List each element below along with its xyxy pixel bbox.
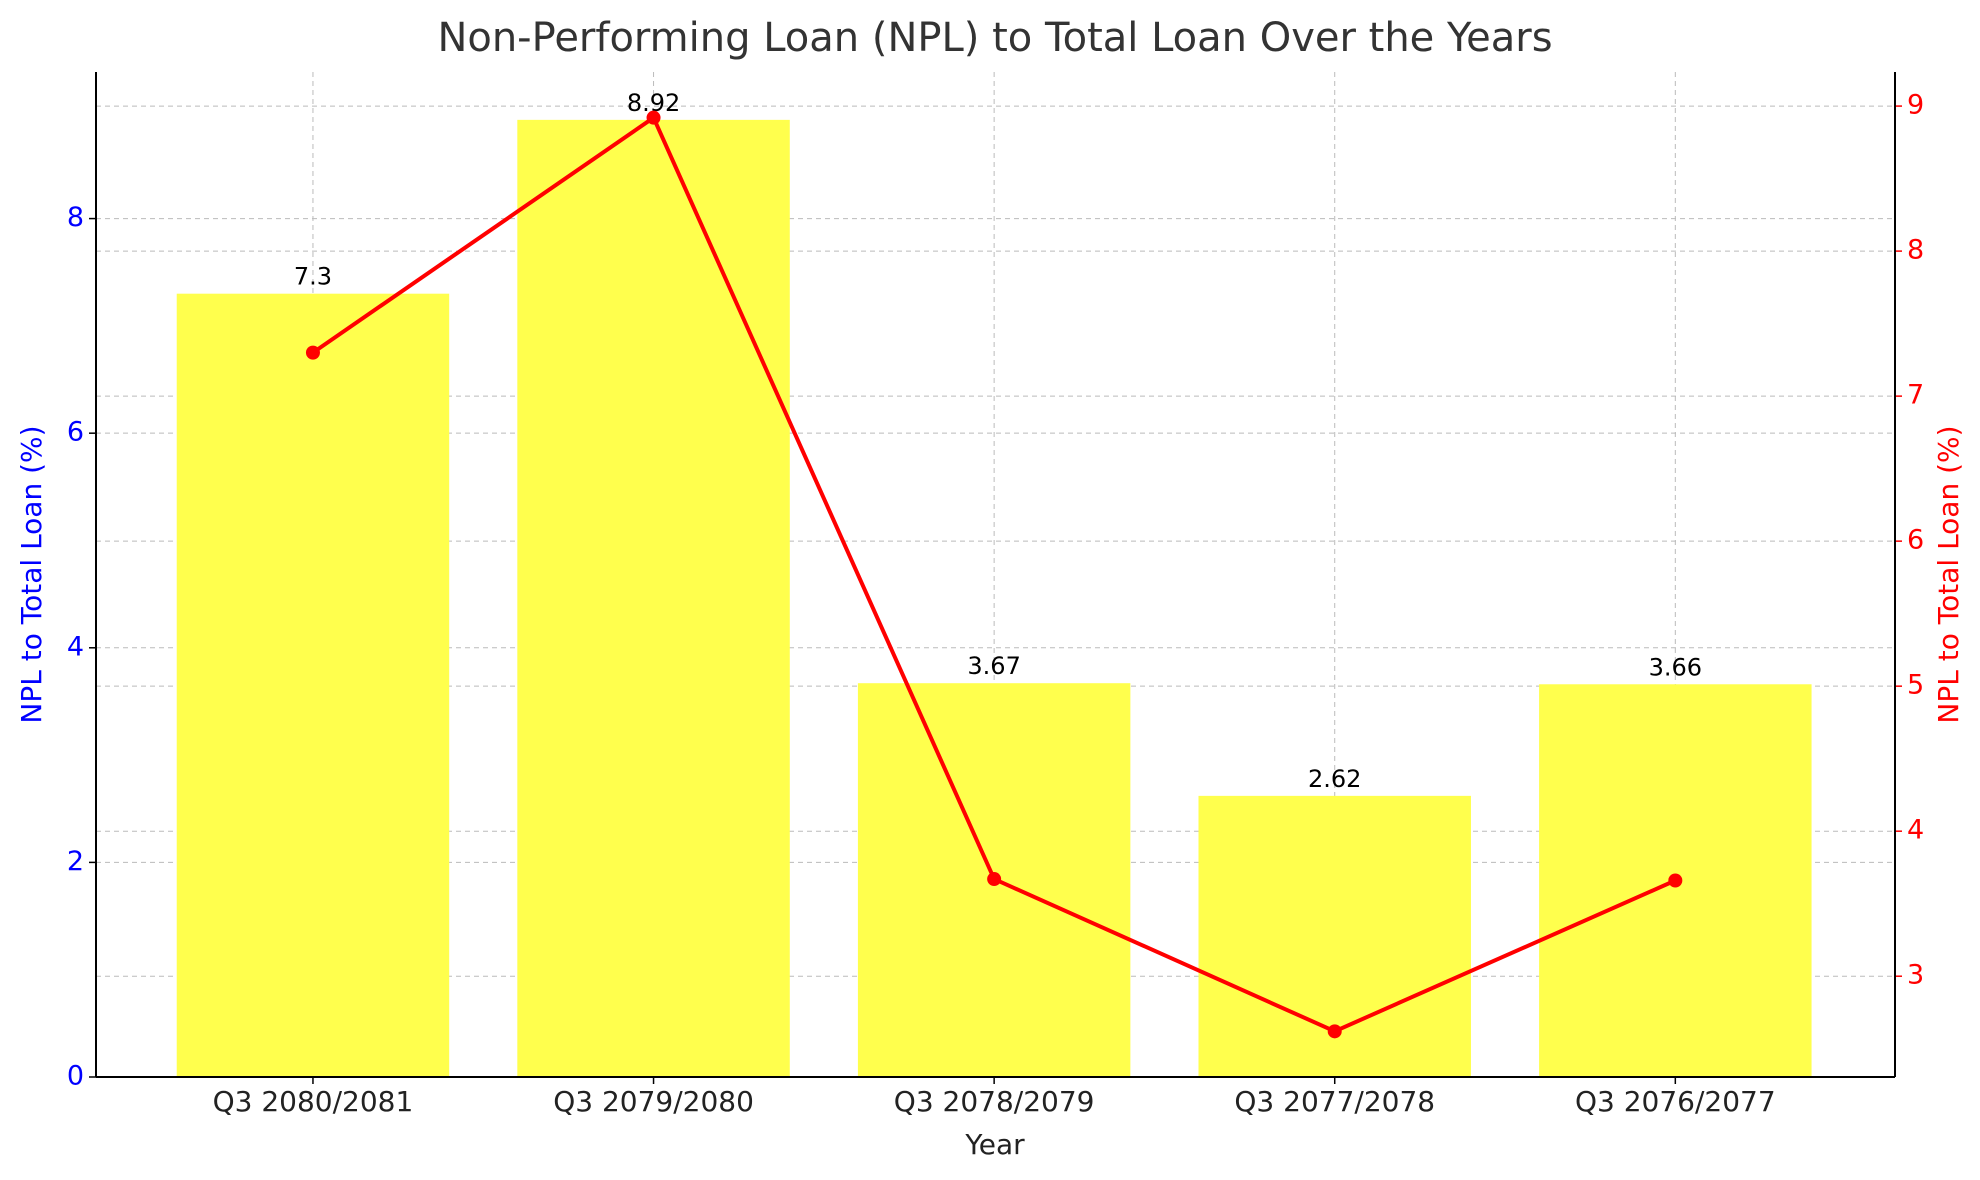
y2-tick-label: 8 <box>1907 235 1924 266</box>
line-point <box>987 872 1002 887</box>
line-point <box>305 345 320 360</box>
value-label: 7.3 <box>294 263 332 291</box>
y-tick-label: 4 <box>67 631 84 662</box>
y2-tick-label: 7 <box>1907 380 1924 411</box>
x-tick-label: Q3 2078/2079 <box>894 1085 1095 1118</box>
y-tick-label: 2 <box>67 846 84 877</box>
y-tick-label: 0 <box>67 1061 84 1092</box>
y2-tick-label: 6 <box>1907 525 1924 556</box>
y-axis-label: NPL to Total Loan (%) <box>15 425 48 723</box>
x-tick-label: Q3 2080/2081 <box>213 1085 414 1118</box>
value-label: 3.67 <box>967 652 1020 680</box>
line-point <box>646 110 661 125</box>
x-tick-label: Q3 2079/2080 <box>553 1085 754 1118</box>
x-tick-label: Q3 2076/2077 <box>1575 1085 1776 1118</box>
y2-tick-label: 9 <box>1907 90 1924 121</box>
y2-tick-label: 4 <box>1907 815 1924 846</box>
y2-tick-label: 3 <box>1907 960 1924 991</box>
x-axis-label: Year <box>964 1128 1025 1161</box>
y2-axis-label: NPL to Total Loan (%) <box>1932 425 1965 723</box>
bar <box>176 293 450 1078</box>
value-label: 2.62 <box>1308 765 1361 793</box>
value-label: 3.66 <box>1649 653 1702 681</box>
y2-tick-label: 5 <box>1907 670 1924 701</box>
bar <box>517 119 790 1078</box>
line-point <box>1327 1024 1342 1039</box>
y-tick-label: 8 <box>67 202 84 233</box>
y-tick-label: 6 <box>67 417 84 448</box>
line-point <box>1668 873 1683 888</box>
chart-title: Non-Performing Loan (NPL) to Total Loan … <box>437 15 1552 61</box>
x-tick-label: Q3 2077/2078 <box>1234 1085 1435 1118</box>
